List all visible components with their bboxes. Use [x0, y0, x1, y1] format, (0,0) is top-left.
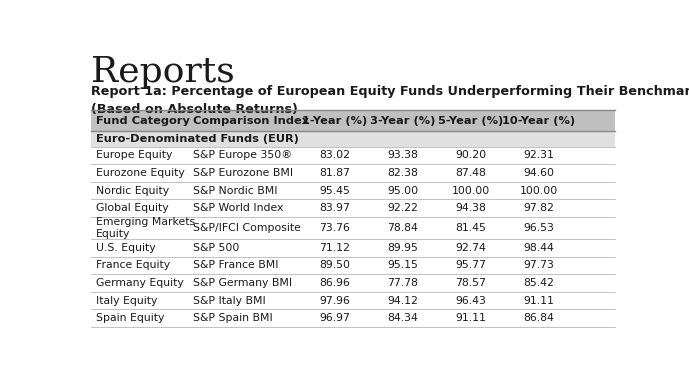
Text: 1-Year (%): 1-Year (%) — [302, 116, 367, 126]
Bar — [92, 274, 615, 292]
Text: S&P 500: S&P 500 — [192, 243, 239, 253]
Bar — [92, 292, 615, 309]
Text: Comparison Index: Comparison Index — [192, 116, 309, 126]
Text: 96.97: 96.97 — [320, 313, 350, 323]
Text: 85.42: 85.42 — [524, 278, 555, 288]
Text: Europe Equity: Europe Equity — [96, 150, 172, 160]
Text: 86.84: 86.84 — [524, 313, 555, 323]
Text: 3-Year (%): 3-Year (%) — [370, 116, 435, 126]
Text: 87.48: 87.48 — [455, 168, 486, 178]
Text: S&P Italy BMI: S&P Italy BMI — [192, 296, 265, 306]
Text: 95.00: 95.00 — [387, 186, 418, 196]
Text: Euro-Denominated Funds (EUR): Euro-Denominated Funds (EUR) — [96, 134, 298, 144]
Text: 84.34: 84.34 — [387, 313, 418, 323]
Text: Reports: Reports — [92, 54, 235, 88]
Text: 83.97: 83.97 — [320, 203, 350, 213]
Bar — [92, 182, 615, 199]
Text: 90.20: 90.20 — [455, 150, 486, 160]
Text: 97.82: 97.82 — [524, 203, 555, 213]
Text: 89.50: 89.50 — [319, 261, 350, 271]
Text: 91.11: 91.11 — [524, 296, 555, 306]
Text: 94.38: 94.38 — [455, 203, 486, 213]
Text: Eurozone Equity: Eurozone Equity — [96, 168, 185, 178]
Text: Italy Equity: Italy Equity — [96, 296, 157, 306]
Bar — [92, 309, 615, 327]
Text: Nordic Equity: Nordic Equity — [96, 186, 169, 196]
Text: Report 1a: Percentage of European Equity Funds Underperforming Their Benchmarks
: Report 1a: Percentage of European Equity… — [92, 85, 689, 116]
Text: S&P Germany BMI: S&P Germany BMI — [192, 278, 291, 288]
Text: 97.73: 97.73 — [524, 261, 555, 271]
Text: 92.74: 92.74 — [455, 243, 486, 253]
Text: S&P/IFCI Composite: S&P/IFCI Composite — [192, 223, 300, 233]
Text: 82.38: 82.38 — [387, 168, 418, 178]
Bar — [92, 131, 615, 147]
Text: 81.45: 81.45 — [455, 223, 486, 233]
Text: S&P Nordic BMI: S&P Nordic BMI — [192, 186, 277, 196]
Bar — [92, 257, 615, 274]
Text: 5-Year (%): 5-Year (%) — [438, 116, 504, 126]
Text: Germany Equity: Germany Equity — [96, 278, 183, 288]
Text: 78.84: 78.84 — [387, 223, 418, 233]
Text: Spain Equity: Spain Equity — [96, 313, 164, 323]
Text: 95.15: 95.15 — [387, 261, 418, 271]
Text: Fund Category: Fund Category — [96, 116, 189, 126]
Text: 86.96: 86.96 — [320, 278, 350, 288]
Bar — [92, 147, 615, 164]
Bar — [92, 199, 615, 217]
Text: 96.53: 96.53 — [524, 223, 555, 233]
Text: 78.57: 78.57 — [455, 278, 486, 288]
Text: 93.38: 93.38 — [387, 150, 418, 160]
Bar — [92, 217, 615, 239]
Text: 95.45: 95.45 — [320, 186, 350, 196]
Text: U.S. Equity: U.S. Equity — [96, 243, 155, 253]
Text: S&P Spain BMI: S&P Spain BMI — [192, 313, 272, 323]
Text: S&P World Index: S&P World Index — [192, 203, 283, 213]
Text: 91.11: 91.11 — [455, 313, 486, 323]
Text: 100.00: 100.00 — [452, 186, 490, 196]
Text: 96.43: 96.43 — [455, 296, 486, 306]
Text: 92.31: 92.31 — [524, 150, 555, 160]
Text: 77.78: 77.78 — [387, 278, 418, 288]
Text: S&P Eurozone BMI: S&P Eurozone BMI — [192, 168, 293, 178]
Text: 100.00: 100.00 — [520, 186, 558, 196]
Text: S&P France BMI: S&P France BMI — [192, 261, 278, 271]
Text: 73.76: 73.76 — [320, 223, 350, 233]
Text: 98.44: 98.44 — [524, 243, 555, 253]
Text: Global Equity: Global Equity — [96, 203, 168, 213]
Bar — [92, 239, 615, 257]
Text: 10-Year (%): 10-Year (%) — [502, 116, 575, 126]
Bar — [92, 164, 615, 182]
Text: 89.95: 89.95 — [387, 243, 418, 253]
Text: Emerging Markets
Equity: Emerging Markets Equity — [96, 217, 195, 239]
Text: 71.12: 71.12 — [320, 243, 350, 253]
Text: 83.02: 83.02 — [319, 150, 350, 160]
Text: 94.12: 94.12 — [387, 296, 418, 306]
Text: 94.60: 94.60 — [524, 168, 555, 178]
Text: 95.77: 95.77 — [455, 261, 486, 271]
Text: France Equity: France Equity — [96, 261, 170, 271]
Bar — [92, 110, 615, 131]
Text: 97.96: 97.96 — [320, 296, 350, 306]
Text: 92.22: 92.22 — [387, 203, 418, 213]
Text: S&P Europe 350®: S&P Europe 350® — [192, 150, 291, 160]
Text: 81.87: 81.87 — [320, 168, 350, 178]
